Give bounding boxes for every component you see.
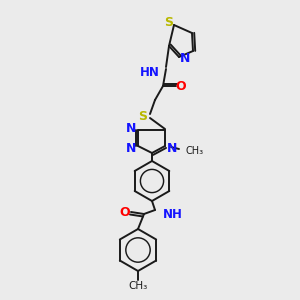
Text: CH₃: CH₃ [186,146,204,156]
Text: S: S [164,16,173,29]
Text: HN: HN [140,65,160,79]
Text: CH₃: CH₃ [128,281,148,291]
Text: S: S [139,110,148,122]
Text: N: N [180,52,190,65]
Text: NH: NH [163,208,183,220]
Text: O: O [120,206,130,220]
Text: N: N [167,142,177,154]
Text: O: O [176,80,186,92]
Text: N: N [126,122,136,134]
Text: N: N [126,142,136,154]
